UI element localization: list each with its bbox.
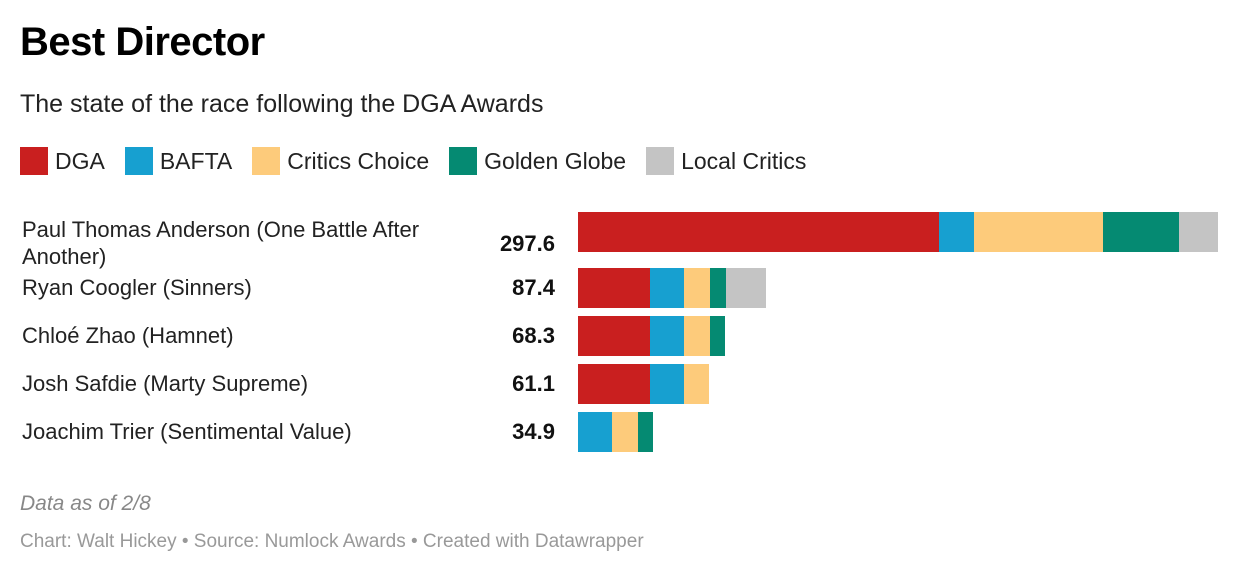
bar-total-label: 297.6 — [499, 231, 555, 256]
bar-category-label: Paul Thomas Anderson (One Battle After A… — [22, 217, 420, 269]
stacked-bar — [578, 316, 725, 356]
bar-segment-golden-globe — [638, 412, 654, 452]
legend-label-critics-choice: Critics Choice — [287, 147, 430, 174]
legend-label-golden-globe: Golden Globe — [484, 147, 627, 174]
bar-segment-dga — [578, 316, 651, 356]
legend: DGA BAFTA Critics Choice Golden Globe Lo… — [20, 147, 826, 175]
legend-swatch-dga — [20, 147, 48, 175]
legend-swatch-bafta — [124, 147, 153, 175]
chart-title: Best Director — [20, 20, 265, 64]
bar-category-label: Josh Safdie (Marty Supreme) — [22, 371, 309, 396]
bar-total-label: 68.3 — [512, 323, 555, 348]
bar-segment-golden-globe — [710, 316, 725, 356]
bar-total-label: 34.9 — [512, 419, 555, 444]
bar-total-label: 61.1 — [512, 371, 555, 396]
bar-segment-critics-choice — [684, 364, 710, 404]
bar-segment-bafta — [650, 316, 685, 356]
bar-category-label: Chloé Zhao (Hamnet) — [22, 323, 234, 348]
bar-segment-dga — [578, 212, 940, 252]
bar-segment-bafta — [650, 364, 685, 404]
legend-swatch-critics-choice — [252, 147, 281, 175]
legend-swatch-local-critics — [646, 147, 675, 175]
bar-segment-golden-globe — [1102, 212, 1180, 252]
bar-segment-local-critics — [1179, 212, 1218, 252]
chart-subtitle: The state of the race following the DGA … — [20, 90, 544, 118]
bar-segment-critics-choice — [684, 316, 711, 356]
stacked-bar — [578, 212, 1218, 252]
bar-segment-bafta — [650, 268, 685, 308]
chart-source-credit: Chart: Walt Hickey • Source: Numlock Awa… — [20, 531, 644, 552]
legend-label-dga: DGA — [55, 147, 105, 174]
bar-segment-critics-choice — [973, 212, 1103, 252]
stacked-bar — [578, 412, 654, 452]
bar-segment-golden-globe — [710, 268, 727, 308]
bar-segment-local-critics — [726, 268, 766, 308]
legend-item-local-critics: Local Critics — [646, 147, 806, 175]
data-date-note: Data as of 2/8 — [20, 492, 151, 515]
legend-label-local-critics: Local Critics — [681, 147, 807, 174]
bar-segment-dga — [578, 268, 651, 308]
legend-label-bafta: BAFTA — [159, 147, 233, 174]
stacked-bar — [578, 364, 710, 404]
bar-segment-critics-choice — [612, 412, 639, 452]
bar-segment-bafta — [578, 412, 613, 452]
bar-category-label: Ryan Coogler (Sinners) — [22, 275, 252, 300]
stacked-bar — [578, 268, 766, 308]
bar-category-label: Joachim Trier (Sentimental Value) — [22, 419, 352, 444]
bar-segment-bafta — [939, 212, 974, 252]
legend-item-critics-choice: Critics Choice — [252, 147, 429, 175]
legend-item-dga: DGA — [20, 147, 105, 175]
legend-swatch-golden-globe — [449, 147, 478, 175]
bar-segment-dga — [578, 364, 651, 404]
bar-segment-critics-choice — [684, 268, 711, 308]
bar-total-label: 87.4 — [512, 275, 555, 300]
legend-item-golden-globe: Golden Globe — [449, 147, 626, 175]
legend-item-bafta: BAFTA — [124, 147, 233, 175]
